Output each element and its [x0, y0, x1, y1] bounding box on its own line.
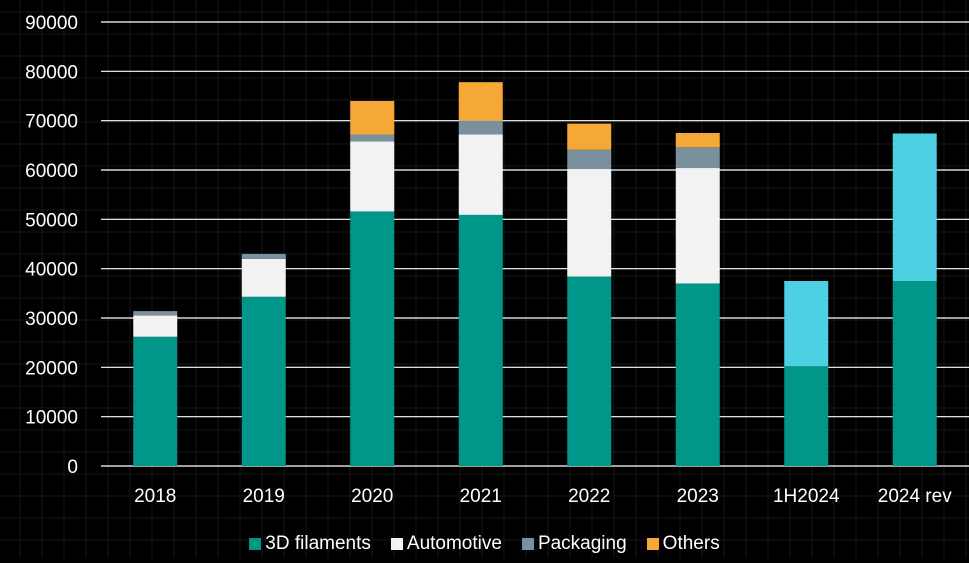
gridlines [101, 21, 969, 467]
legend-item-automotive: Automotive [390, 532, 502, 556]
y-tick-label: 80000 [25, 62, 78, 83]
bar-segment [567, 276, 612, 466]
bar-segment [133, 311, 178, 316]
legend-swatch [249, 538, 262, 550]
bars [133, 82, 937, 466]
bar-segment [675, 147, 720, 169]
y-tick-label: 50000 [25, 210, 78, 231]
legend-item-packaging: Packaging [521, 532, 627, 556]
bar-segment [675, 168, 720, 284]
bar-segment [241, 253, 286, 259]
legend: 3D filaments Automotive Packaging Others [0, 532, 969, 556]
bar-segment [675, 133, 720, 148]
bar-segment [241, 296, 286, 466]
bar-segment [133, 336, 178, 466]
y-tick-label: 90000 [25, 13, 78, 34]
x-tick-label: 1H2024 [773, 486, 840, 507]
y-tick-label: 0 [67, 457, 78, 478]
bar-segment [458, 134, 503, 215]
y-tick-label: 20000 [25, 358, 78, 379]
bar-segment [350, 211, 395, 466]
x-axis: 2018 2019 2020 2021 2022 2023 1H2024 2024 rev [134, 486, 952, 507]
x-tick-label: 2018 [134, 486, 176, 507]
bar-segment [350, 100, 395, 135]
legend-swatch [390, 538, 403, 550]
bar-segment [350, 134, 395, 142]
bar-segment [892, 133, 937, 281]
y-axis: 0 10000 20000 30000 40000 50000 60000 70000 8000… [25, 13, 78, 478]
legend-label: Packaging [537, 533, 627, 554]
bar-segment [458, 214, 503, 466]
x-tick-label: 2019 [243, 486, 285, 507]
y-tick-label: 30000 [25, 309, 78, 330]
x-tick-label: 2020 [351, 486, 393, 507]
bar-segment [567, 149, 612, 170]
y-tick-label: 70000 [25, 112, 78, 133]
bar-segment [675, 283, 720, 466]
bar-segment [458, 120, 503, 135]
bar-segment [133, 315, 178, 337]
legend-item-3d-filaments: 3D filaments [249, 532, 371, 556]
x-tick-label: 2021 [460, 486, 502, 507]
bar-segment [784, 281, 829, 367]
y-tick-label: 60000 [25, 161, 78, 182]
x-tick-label: 2023 [677, 486, 719, 507]
legend-label: 3D filaments [265, 533, 371, 554]
bar-segment [241, 258, 286, 297]
y-tick-label: 10000 [25, 408, 78, 429]
legend-label: Others [662, 533, 720, 554]
bar-segment [892, 281, 937, 466]
x-tick-label: 2022 [568, 486, 610, 507]
legend-item-others: Others [646, 532, 720, 556]
bar-segment [784, 366, 829, 466]
bar-segment [567, 169, 612, 277]
bar-segment [458, 82, 503, 121]
x-tick-label: 2024 rev [878, 486, 952, 507]
legend-label: Automotive [406, 533, 502, 554]
bar-segment [567, 123, 612, 150]
bar-segment [350, 141, 395, 212]
legend-swatch [646, 538, 659, 550]
y-tick-label: 40000 [25, 260, 78, 281]
legend-swatch [521, 538, 534, 550]
